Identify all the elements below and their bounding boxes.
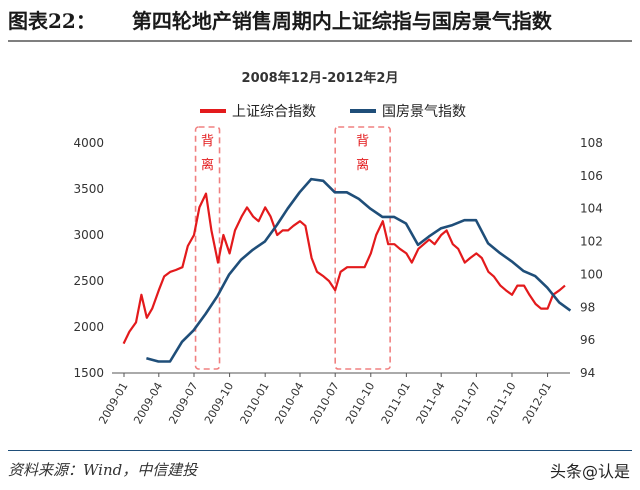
y-right-tick-label: 102 xyxy=(580,235,603,249)
y-right-tick-label: 106 xyxy=(580,169,603,183)
source-note: 资料来源：Wind，中信建投 xyxy=(8,450,632,480)
y-left-tick-label: 2000 xyxy=(73,320,104,334)
x-tick-label: 2010-10 xyxy=(343,380,377,426)
series-line-housing-climate-index xyxy=(146,177,572,363)
figure-title: 图表22： 第四轮地产销售周期内上证综指与国房景气指数 xyxy=(8,6,632,42)
x-tick-label: 2010-04 xyxy=(272,380,306,426)
x-tick-label: 2011-01 xyxy=(379,380,413,426)
chart-subtitle: 2008年12月-2012年2月 xyxy=(242,70,399,86)
x-tick-label: 2010-07 xyxy=(308,380,342,426)
divergence-box xyxy=(194,126,221,370)
chart-legend: 上证综合指数 国房景气指数 xyxy=(200,104,466,120)
x-tick-label: 2011-07 xyxy=(449,380,483,426)
x-tick-label: 2009-01 xyxy=(96,380,130,426)
y-right-tick-label: 98 xyxy=(580,300,595,314)
figure-number: 图表22： xyxy=(8,9,96,33)
watermark: 头条@认是 xyxy=(549,462,630,481)
y-left-tick-label: 1500 xyxy=(73,366,104,380)
series-line-shanghai-composite xyxy=(122,192,566,345)
y-right-tick-label: 100 xyxy=(580,267,603,281)
y-left-tick-label: 3500 xyxy=(73,182,104,196)
y-right-tick-label: 104 xyxy=(580,202,603,216)
annotations: 背离 背离 xyxy=(194,126,391,370)
y-right-tick-label: 94 xyxy=(580,366,595,380)
x-tick-label: 2010-01 xyxy=(238,380,272,426)
divergence-label: 背离 xyxy=(201,134,214,173)
x-tick-label: 2009-04 xyxy=(131,380,165,426)
y-left-tick-label: 3000 xyxy=(73,228,104,242)
x-tick-label: 2009-07 xyxy=(166,380,200,426)
figure-title-text: 第四轮地产销售周期内上证综指与国房景气指数 xyxy=(131,9,552,33)
y-left-tick-label: 2500 xyxy=(73,274,104,288)
legend-label: 上证综合指数 xyxy=(232,104,316,120)
x-tick-label: 2011-10 xyxy=(484,380,518,426)
x-tick-label: 2009-10 xyxy=(202,380,236,426)
divergence-label: 背离 xyxy=(356,134,369,173)
y-right-tick-label: 96 xyxy=(580,333,595,347)
legend-label: 国房景气指数 xyxy=(382,104,466,120)
y-right-tick-label: 108 xyxy=(580,136,603,150)
x-tick-label: 2011-04 xyxy=(414,380,448,426)
series-layer xyxy=(122,177,572,363)
divergence-box xyxy=(334,126,391,370)
x-tick-label: 2012-01 xyxy=(520,380,554,426)
y-left-tick-label: 4000 xyxy=(73,136,104,150)
